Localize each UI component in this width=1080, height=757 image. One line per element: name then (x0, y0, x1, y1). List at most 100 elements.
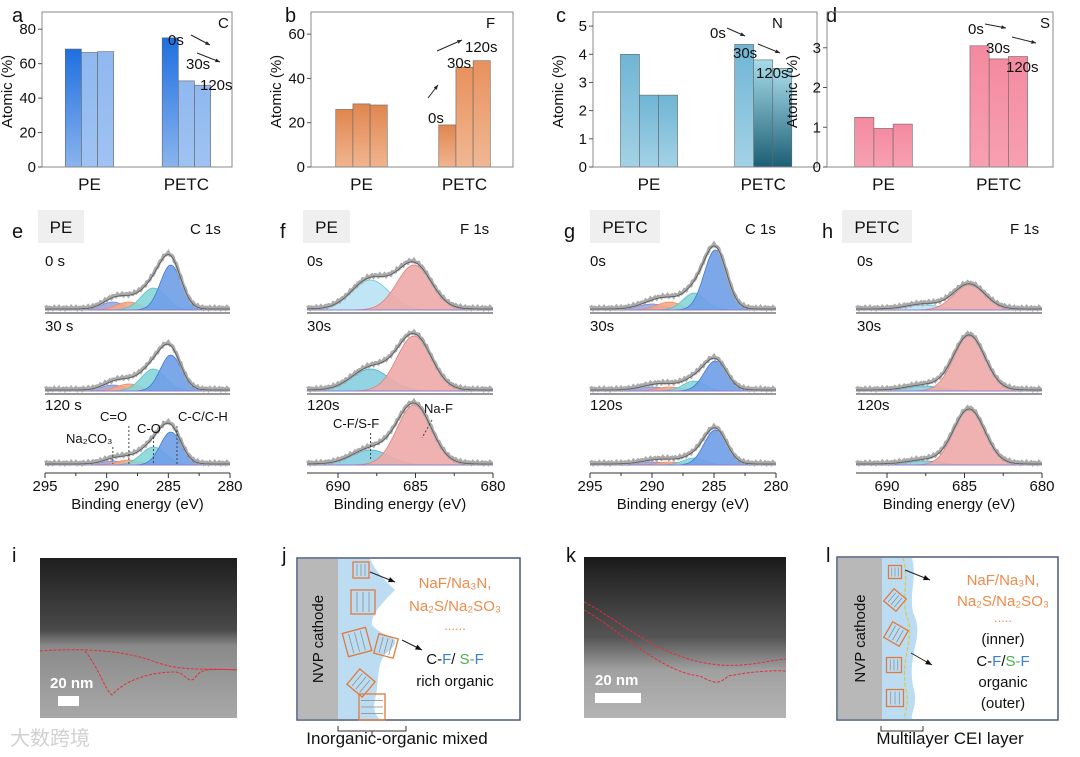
bracket (337, 726, 407, 735)
organic-species-label: C-F/S-F (976, 653, 1029, 670)
x-tick-label: 685 (952, 478, 977, 495)
cei-boundary-line (84, 650, 238, 696)
bar-a-PE-120s (97, 51, 115, 168)
sample-tag-box (303, 210, 350, 243)
y-tick-label: 2 (579, 103, 587, 120)
panel-letter-e: e (12, 221, 23, 243)
bar-c-PE-0s (620, 53, 640, 168)
time-annotation: 0s (710, 25, 726, 42)
inorganic-species-label: Na₂S/Na₂SO₃ (957, 593, 1049, 610)
peak-annotation: Na-F (424, 401, 453, 416)
fit-envelope (307, 261, 493, 310)
bar-chart-a (38, 11, 233, 168)
panel-letter-b: b (285, 5, 296, 27)
y-tick-label: 60 (19, 56, 36, 73)
peak-annotation: C-F/S-F (333, 416, 379, 431)
y-tick-label: 80 (19, 21, 36, 38)
y-tick-label: 2 (813, 80, 821, 97)
peak-annotation: Na₂CO₃ (66, 431, 112, 446)
arrow-head-icon (457, 40, 462, 44)
arrow-head-icon (1031, 39, 1036, 44)
raw-data-points (589, 422, 777, 468)
crystal-icon (882, 620, 910, 648)
x-tick-label: 295 (577, 478, 602, 495)
x-axis-label: Binding energy (eV) (71, 496, 204, 513)
panel-letter-f: f (280, 221, 286, 243)
bar-chart-b (307, 11, 514, 168)
spectrum-f-0 (306, 256, 494, 314)
y-tick-label: 4 (579, 46, 587, 63)
crystal-icon (372, 632, 400, 660)
category-label: PETC (442, 175, 487, 194)
element-label: S (1040, 15, 1050, 32)
panel-letter-k: k (566, 545, 577, 567)
xps-panel-g (589, 210, 777, 478)
bar-a-PETC-30s (178, 80, 195, 168)
cei-layer (338, 559, 396, 719)
bar-b-PE-30s (352, 103, 371, 168)
row-label: 30s (857, 318, 881, 335)
y-tick-label: 1 (579, 131, 587, 148)
sample-tag: PE (315, 218, 338, 237)
fit-envelope (856, 283, 1042, 310)
organic-part: F (992, 653, 1001, 670)
axis-frame-c (592, 11, 818, 168)
ellipsis: ..... (994, 610, 1012, 625)
spectrum-h-2 (855, 404, 1043, 468)
watermark-text: 大数跨境 (10, 727, 90, 750)
y-tick-label: 60 (288, 26, 305, 43)
xps-panel-h (842, 210, 1043, 478)
organic-part: / (451, 651, 459, 668)
sample-tag: PE (50, 218, 73, 237)
layer-boundary (902, 557, 911, 720)
time-annotation: 30s (447, 55, 471, 72)
bar-b-PETC-30s (455, 67, 474, 168)
tem-image (40, 558, 237, 718)
crystal-icon (885, 688, 905, 708)
crystal-icon (352, 561, 370, 579)
peak-annotation: C-C/C-H (178, 409, 228, 424)
arrow-head-icon (205, 41, 210, 45)
cei-layer (882, 558, 918, 719)
x-tick-label: 680 (1029, 478, 1054, 495)
element-label: F (486, 15, 495, 32)
category-label: PE (78, 175, 101, 194)
y-tick-label: 0 (297, 159, 305, 176)
schematic-caption: Multilayer CEI layer (876, 729, 1024, 748)
element-label: C (218, 15, 229, 32)
x-tick-label: 285 (701, 478, 726, 495)
cei-boundary-line (583, 601, 787, 666)
label-organic_2: organic (978, 674, 1028, 691)
arrow-head-icon (1001, 25, 1006, 30)
x-axis-label: Binding energy (eV) (617, 496, 750, 513)
scale-bar-label: 20 nm (50, 675, 93, 692)
cathode (298, 559, 338, 719)
sample-tag: PETC (854, 218, 899, 237)
y-tick-label: 40 (288, 70, 305, 87)
organic-part: F (1021, 653, 1030, 670)
spectrum-g-1 (589, 352, 777, 395)
cei-boundary-line (39, 649, 238, 671)
time-annotation: 0s (428, 110, 444, 127)
time-annotation: 30s (733, 45, 757, 62)
fit-envelope (856, 408, 1042, 465)
y-tick-label: 0 (813, 159, 821, 176)
y-tick-label: 0 (28, 159, 36, 176)
row-label: 0s (857, 253, 873, 270)
spectrum-e-0 (44, 249, 231, 314)
arrow-head-icon (775, 49, 780, 54)
y-tick-label: 5 (579, 18, 587, 35)
y-tick-label: 20 (19, 125, 36, 142)
sample-tag: PETC (602, 218, 647, 237)
arrow-head-icon (433, 85, 438, 90)
label-organic_2: rich organic (416, 673, 494, 690)
category-label: PETC (164, 175, 209, 194)
panel-letter-a: a (12, 5, 24, 27)
bar-c-PE-120s (658, 94, 678, 168)
fit-envelope (856, 334, 1042, 391)
x-tick-label: 690 (325, 478, 350, 495)
schematic-j: C-F/ S-F (296, 557, 521, 735)
bar-c-PETC-0s (734, 44, 755, 168)
peak-marker-line (421, 419, 433, 439)
x-tick-label: 290 (94, 478, 119, 495)
